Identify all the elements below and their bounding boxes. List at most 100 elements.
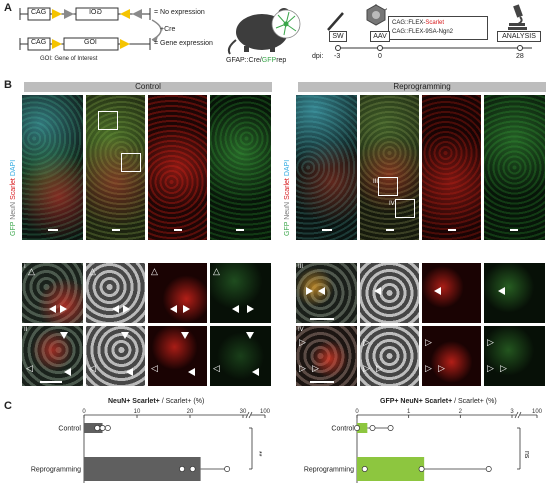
- scale-bar: [40, 381, 62, 383]
- reprogramming-inset-iv-merge: IV ▷ ▷ ▷: [296, 326, 357, 386]
- arrowhead-icon: [232, 305, 239, 313]
- control-header: Control: [24, 82, 272, 92]
- hollow-arrowhead-icon: ▷: [299, 337, 306, 347]
- hollow-arrowhead-icon: ▷: [312, 363, 319, 373]
- inset-box-iii: [378, 177, 398, 196]
- arrowhead-icon: [64, 368, 71, 376]
- category-label: Control: [58, 426, 81, 433]
- stain-gfp: GFP: [10, 221, 17, 236]
- arrowhead-icon: [374, 287, 381, 295]
- hollow-arrowhead-icon: ▷: [487, 337, 494, 347]
- reprogramming-inset-iii-merge: III: [296, 263, 357, 323]
- lox-site-icon: [52, 9, 62, 19]
- x-tick-label: 0: [355, 409, 359, 415]
- lox-site-icon: [132, 9, 142, 19]
- arrowhead-icon: [318, 287, 325, 295]
- hollow-arrowhead-icon: ◁: [151, 363, 158, 373]
- chart2-title: GFP+ NeuN+ Scarlet+ / Scarlet+ (%): [380, 398, 497, 405]
- x-tick-label: 1: [407, 409, 411, 415]
- arrowhead-icon: [247, 305, 254, 313]
- x-tick-label: 2: [459, 409, 463, 415]
- hollow-arrowhead-icon: ▷: [299, 363, 306, 373]
- control-inset-ii-gfp: ◁: [210, 326, 271, 386]
- control-inset-i-gfp: △: [210, 263, 271, 323]
- stain-scarlet: Scarlet: [10, 178, 17, 200]
- inset-box-iv: [395, 199, 415, 218]
- goi-label: GOI: [84, 39, 97, 46]
- cag-promoter-box-2: [27, 37, 51, 51]
- arrowhead-icon: [121, 332, 129, 339]
- cre-label: +Cre: [160, 26, 176, 33]
- roman-label-iii: III: [298, 264, 304, 270]
- reprogramming-gfp-image: [484, 95, 545, 240]
- goi-inverted-label: GOI: [89, 9, 102, 16]
- chart2-title-bold: GFP+ NeuN+ Scarlet+: [380, 398, 453, 405]
- day-28: 28: [516, 53, 524, 60]
- vector-box: CAG::FLEX-Scarlet CAG::FLEX-9SA-Ngn2: [388, 16, 488, 40]
- axis-break-mark: [245, 411, 250, 419]
- significance-label: ns: [523, 451, 530, 459]
- chart1-title: NeuN+ Scarlet+ / Scarlet+ (%): [108, 398, 204, 405]
- vector-line-1: CAG::FLEX-Scarlet: [392, 19, 444, 28]
- hollow-arrowhead-icon: ▷: [376, 363, 383, 373]
- cag-promoter-box-1: [27, 7, 51, 21]
- timeline-axis: [335, 45, 532, 51]
- axis-break-mark: [248, 411, 253, 419]
- mouse-icon: [227, 8, 301, 55]
- roman-label-i: I: [24, 264, 26, 270]
- goi-inverted-box: [75, 7, 119, 21]
- reprogramming-header: Reprogramming: [298, 82, 546, 92]
- lox-site-icon: [52, 39, 62, 49]
- hollow-arrowhead-icon: ◁: [89, 363, 96, 373]
- chart2-gfp-neun-scarlet: 0 1 2 3 100 Control Reprogramming ns: [304, 409, 543, 483]
- bar: [84, 423, 103, 433]
- data-point: [189, 466, 196, 472]
- scale-bar: [510, 229, 518, 231]
- stain-neun: NeuN: [284, 201, 291, 220]
- x-tick-label: 100: [260, 409, 271, 415]
- control-inset-ii-neun: ◁: [86, 326, 145, 386]
- control-neun-image: [86, 95, 145, 240]
- lox-site-icon: [120, 9, 130, 19]
- genotype-suffix: rep: [276, 57, 287, 64]
- arrowhead-icon: [252, 368, 259, 376]
- gene-expression-label: = Gene expression: [154, 40, 213, 47]
- data-point: [179, 466, 185, 472]
- control-inset-i-neun: △: [86, 263, 145, 323]
- chart1-title-bold: NeuN+ Scarlet+: [108, 398, 160, 405]
- hollow-arrowhead-icon: ▷: [425, 337, 432, 347]
- data-point: [369, 425, 376, 431]
- data-point: [361, 466, 368, 472]
- x-tick-label: 10: [134, 409, 141, 415]
- data-point: [94, 425, 101, 431]
- category-label: Control: [331, 426, 354, 433]
- hollow-arrowhead-icon: ▷: [425, 363, 432, 373]
- vector-scarlet: Scarlet: [425, 20, 445, 26]
- data-point: [387, 425, 394, 431]
- reprogramming-inset-iii-gfp: [484, 263, 545, 323]
- scale-bar: [174, 229, 182, 231]
- arrowhead-icon: [123, 305, 130, 313]
- construct-diagram: [19, 7, 162, 51]
- reprogramming-neun-image: III IV: [360, 95, 419, 240]
- reprogramming-scarlet-image: [422, 95, 481, 240]
- bar: [357, 423, 368, 433]
- panel-label-a: A: [4, 2, 12, 14]
- data-point: [224, 466, 231, 472]
- scale-bar: [386, 229, 394, 231]
- stain-label-control: GFP NeuN Scarlet DAPI: [10, 160, 17, 236]
- control-merge-image: [22, 95, 83, 240]
- chart2-title-rest: / Scarlet+ (%): [452, 398, 497, 405]
- stab-wound-icon: [327, 12, 344, 31]
- stain-neun: NeuN: [10, 201, 17, 220]
- axis-break-mark: [514, 411, 519, 419]
- reprogramming-merge-image: [296, 95, 357, 240]
- roman-label-iv: IV: [298, 327, 304, 333]
- hollow-arrowhead-icon: ▷: [487, 363, 494, 373]
- arrowhead-icon: [126, 368, 133, 376]
- chart1-neun-scarlet: 0 10 20 30 100 Control Reprogramming **: [31, 409, 271, 483]
- analysis-box: ANALYSIS: [497, 31, 541, 42]
- reprogramming-inset-iv-scarlet: ▷ ▷ ▷: [422, 326, 481, 386]
- axis-break-mark: [517, 411, 522, 419]
- arrowhead-icon: [112, 305, 119, 313]
